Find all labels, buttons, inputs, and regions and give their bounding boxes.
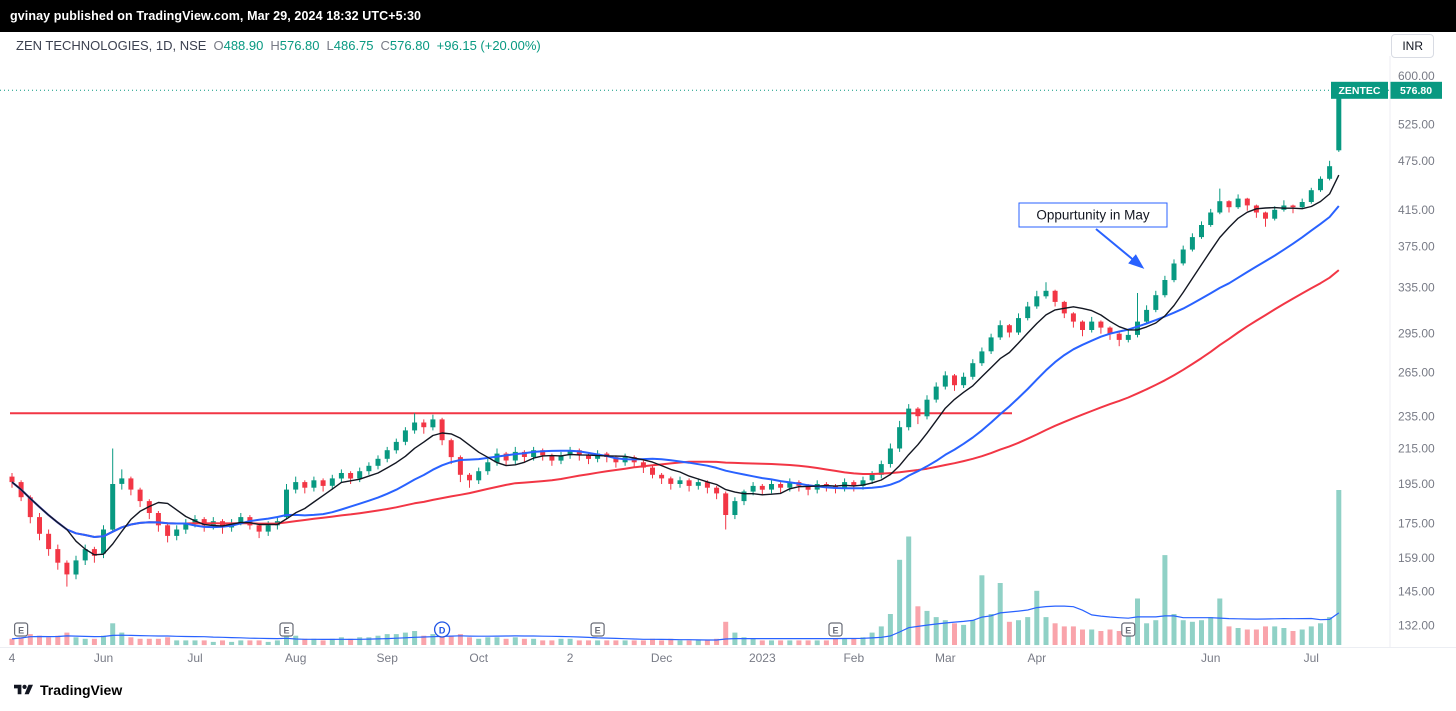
svg-text:Sep: Sep — [377, 651, 399, 665]
ma-lines — [11, 174, 1340, 556]
currency-button[interactable]: INR — [1391, 34, 1434, 58]
svg-text:145.00: 145.00 — [1398, 585, 1435, 599]
svg-text:Apr: Apr — [1027, 651, 1046, 665]
svg-text:475.00: 475.00 — [1398, 154, 1435, 168]
ohlc-values: O488.90 H576.80 L486.75 C576.80 — [206, 38, 429, 53]
svg-text:576.80: 576.80 — [1400, 85, 1432, 97]
brand-footer: TradingView — [14, 682, 122, 698]
svg-text:2: 2 — [567, 651, 574, 665]
svg-text:525.00: 525.00 — [1398, 118, 1435, 132]
svg-text:E: E — [1125, 626, 1131, 636]
candlesticks — [9, 90, 1342, 587]
svg-text:335.00: 335.00 — [1398, 281, 1435, 295]
svg-text:Mar: Mar — [935, 651, 956, 665]
svg-text:Aug: Aug — [285, 651, 306, 665]
svg-text:2023: 2023 — [749, 651, 776, 665]
svg-text:Oppurtunity in May: Oppurtunity in May — [1036, 208, 1150, 223]
svg-text:Dec: Dec — [651, 651, 672, 665]
svg-text:Jul: Jul — [187, 651, 202, 665]
price-chart[interactable]: ZENTEC 576.80 E E D E E E Oppurtunity in May 6… — [0, 32, 1456, 677]
svg-text:195.00: 195.00 — [1398, 477, 1435, 491]
svg-text:Jul: Jul — [1304, 651, 1319, 665]
svg-text:Feb: Feb — [843, 651, 864, 665]
ohlc-key: H — [270, 38, 280, 53]
svg-text:159.00: 159.00 — [1398, 551, 1435, 565]
svg-text:265.00: 265.00 — [1398, 366, 1435, 380]
svg-text:600.00: 600.00 — [1398, 69, 1435, 83]
svg-text:415.00: 415.00 — [1398, 203, 1435, 217]
svg-text:E: E — [18, 626, 24, 636]
price-axis[interactable]: 600.00 525.00 475.00 415.00 375.00 335.00 295.… — [1389, 56, 1435, 647]
svg-text:E: E — [595, 626, 601, 636]
svg-text:235.00: 235.00 — [1398, 409, 1435, 423]
tradingview-logo-icon — [14, 682, 33, 698]
symbol-title[interactable]: ZEN TECHNOLOGIES, 1D, NSE — [16, 38, 207, 53]
ohlc-value: 576.80 — [389, 38, 430, 53]
svg-text:D: D — [439, 626, 446, 636]
svg-text:Oct: Oct — [469, 651, 488, 665]
volume-bars — [9, 490, 1342, 646]
chart-legend: ZEN TECHNOLOGIES, 1D, NSE O488.90 H576.80… — [16, 38, 541, 53]
time-axis[interactable]: 4 Jun Jul Aug Sep Oct 2 Dec 2023 Feb Mar Apr Jun Jul — [0, 647, 1456, 666]
change-value: +96.15 (+20.00%) — [436, 38, 541, 53]
svg-text:Jun: Jun — [94, 651, 113, 665]
svg-text:375.00: 375.00 — [1398, 240, 1435, 254]
attribution-text: gvinay published on TradingView.com, Mar… — [10, 9, 422, 23]
svg-text:ZENTEC: ZENTEC — [1339, 85, 1381, 97]
attribution-bar: gvinay published on TradingView.com, Mar… — [0, 0, 1456, 32]
svg-text:E: E — [832, 626, 838, 636]
svg-text:E: E — [283, 626, 289, 636]
ohlc-key: O — [213, 38, 224, 53]
svg-text:295.00: 295.00 — [1398, 327, 1435, 341]
svg-text:Jun: Jun — [1201, 651, 1220, 665]
ohlc-value: 486.75 — [333, 38, 374, 53]
brand-name: TradingView — [40, 682, 123, 698]
ohlc-value: 576.80 — [279, 38, 320, 53]
ohlc-value: 488.90 — [223, 38, 264, 53]
svg-text:215.00: 215.00 — [1398, 442, 1435, 456]
annotation[interactable]: Oppurtunity in May — [1018, 202, 1168, 269]
ohlc-key: C — [380, 38, 390, 53]
svg-text:4: 4 — [9, 651, 16, 665]
ohlc-key: L — [326, 38, 334, 53]
last-price-line: ZENTEC 576.80 — [0, 81, 1442, 99]
svg-text:175.00: 175.00 — [1398, 516, 1435, 530]
svg-text:132.00: 132.00 — [1398, 619, 1435, 633]
